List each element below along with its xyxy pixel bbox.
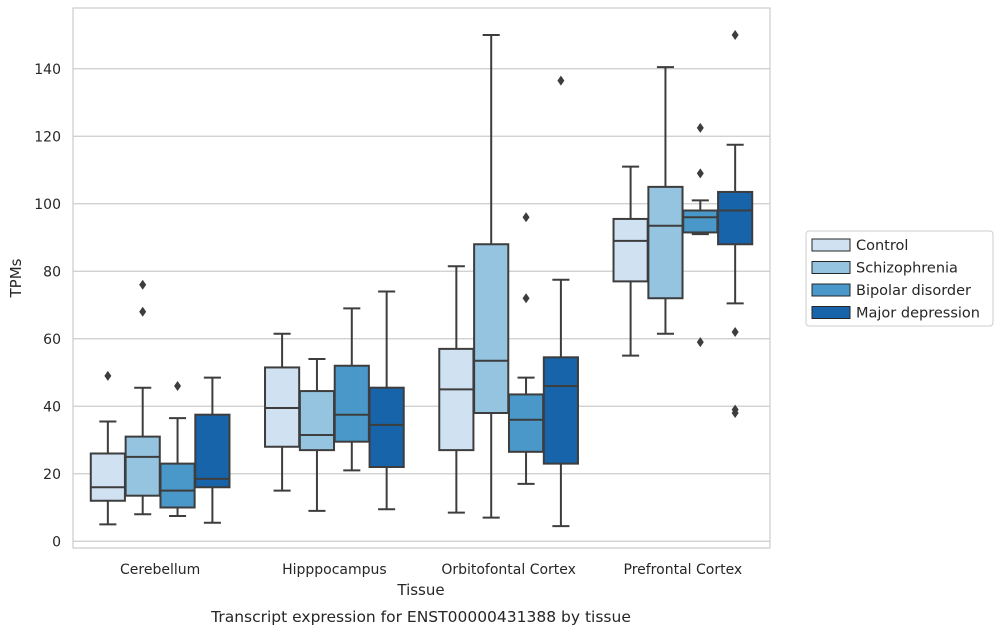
y-axis-ticks: 0 20 40 60 80 100 120 140 [34, 62, 61, 551]
box [507, 212, 545, 485]
box [438, 265, 475, 514]
y-tick-label: 120 [34, 129, 61, 145]
legend-item: Bipolar disorder [811, 283, 971, 299]
box [647, 66, 684, 335]
series-control [89, 165, 649, 526]
box-body [507, 393, 545, 453]
box [473, 34, 510, 519]
box [298, 358, 336, 512]
series-schizophrenia [124, 34, 684, 519]
legend-label: Bipolar disorder [856, 283, 971, 299]
legend-label: Control [856, 238, 908, 254]
box-body [194, 413, 231, 489]
legend-swatch [811, 306, 851, 319]
box [89, 370, 126, 526]
outlier-point [696, 168, 704, 179]
y-tick-label: 40 [43, 399, 61, 415]
box-body [647, 185, 684, 300]
outlier-point [522, 212, 530, 223]
y-tick-label: 80 [43, 264, 61, 280]
box-body [682, 209, 719, 234]
box [124, 279, 161, 516]
outlier-point [696, 337, 704, 348]
box [333, 307, 370, 472]
legend-swatch [811, 283, 851, 297]
legend-swatch [811, 238, 851, 252]
legend-swatch [811, 261, 851, 274]
box [717, 30, 754, 418]
x-tick-label: Orbitofontal Cortex [441, 562, 576, 578]
box-body [612, 217, 649, 283]
y-tick-label: 0 [52, 534, 61, 550]
legend-item: Control [811, 238, 908, 254]
box-body [717, 190, 754, 246]
x-axis-ticks: Cerebellum Hipppocampus Orbitofontal Corte… [120, 562, 742, 578]
box-body [438, 347, 475, 452]
y-tick-label: 60 [43, 332, 61, 348]
legend-frame [805, 230, 994, 327]
plot-area-frame [72, 7, 771, 549]
box-series [89, 30, 754, 528]
box-body [542, 356, 579, 465]
outlier-point [731, 30, 739, 40]
legend-item: Schizophrenia [811, 261, 958, 277]
y-axis-label: TPMs [7, 258, 25, 298]
legend-item: Major depression [811, 306, 980, 322]
outlier-point [139, 279, 147, 290]
outlier-point [557, 75, 565, 86]
outlier-point [104, 370, 112, 381]
box-body [298, 390, 336, 452]
box-body [473, 243, 510, 414]
y-tick-label: 140 [34, 62, 61, 78]
box [194, 376, 231, 524]
box [682, 122, 719, 348]
box-body [368, 386, 405, 468]
box [612, 165, 649, 357]
outlier-point [522, 293, 530, 304]
box [264, 332, 301, 492]
series-bipolar-disorder [159, 122, 719, 517]
outlier-point [139, 306, 147, 317]
legend-label: Schizophrenia [856, 261, 958, 277]
box [542, 75, 579, 528]
x-tick-label: Prefrontal Cortex [624, 562, 743, 578]
legend: Control Schizophrenia Bipolar disorder Majo… [805, 230, 994, 327]
box [159, 381, 196, 517]
outlier-point [696, 122, 704, 133]
x-axis-label: Tissue [396, 581, 444, 599]
outlier-point [174, 381, 182, 391]
box-body [333, 364, 370, 443]
outlier-point [731, 404, 739, 415]
y-tick-label: 100 [34, 197, 61, 213]
box [368, 290, 405, 511]
legend-label: Major depression [856, 306, 980, 322]
box-body [89, 452, 126, 502]
y-tick-label: 20 [43, 467, 61, 483]
box-body [159, 462, 196, 509]
x-tick-label: Cerebellum [120, 562, 200, 578]
box-body [124, 435, 161, 497]
outlier-point [731, 327, 739, 337]
figure-caption: Transcript expression for ENST0000043138… [210, 608, 631, 626]
series-major-depression [194, 30, 754, 528]
x-tick-label: Hipppocampus [282, 562, 387, 578]
